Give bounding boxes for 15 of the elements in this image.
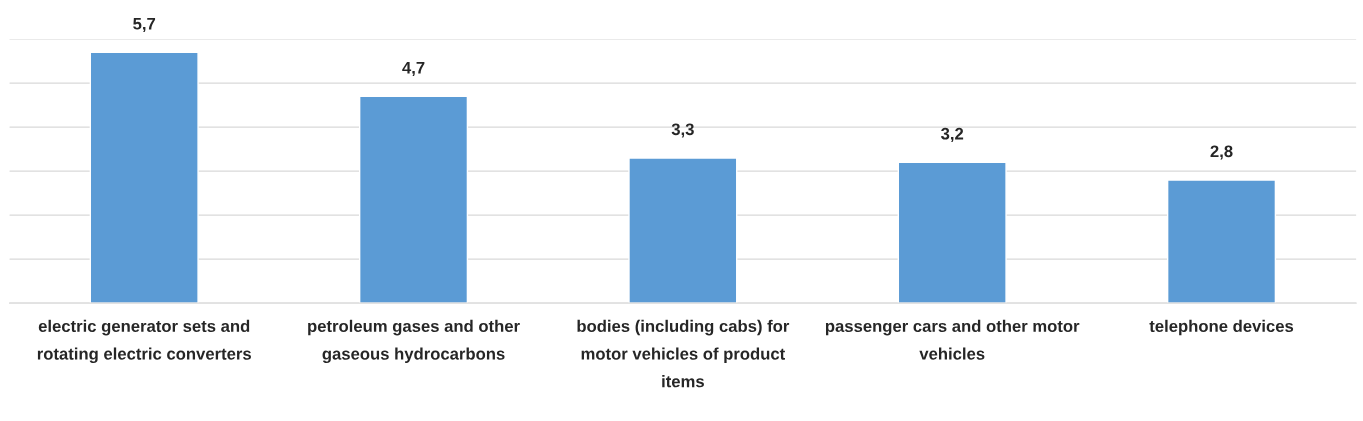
data-label: 4,7 <box>402 61 425 77</box>
bar <box>358 95 469 304</box>
bar <box>89 51 199 304</box>
bar <box>1166 179 1277 304</box>
bar <box>628 157 738 304</box>
data-label: 5,7 <box>133 17 156 33</box>
x-tick-label: petroleum gases and other gaseous hydrocarbons <box>308 319 520 364</box>
x-tick-label: electric generator sets and rotating electric converters <box>37 319 251 364</box>
x-tick-label: bodies (including cabs) for motor vehicles of product items <box>577 319 790 388</box>
x-tick-label: telephone devices <box>1149 319 1294 336</box>
data-label: 3,2 <box>940 127 964 143</box>
bar <box>897 161 1007 304</box>
data-label: 3,3 <box>671 123 694 138</box>
data-label: 2,8 <box>1210 145 1233 160</box>
x-tick-label: passenger cars and other motor vehicles <box>825 319 1080 360</box>
